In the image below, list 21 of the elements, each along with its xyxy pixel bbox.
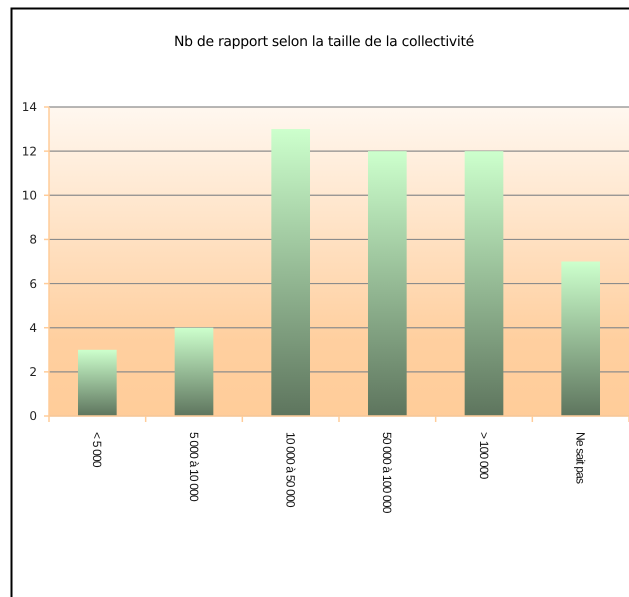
y-tick-label: 2 — [29, 365, 37, 380]
y-tick-label: 14 — [22, 100, 37, 114]
x-tick-label: 5 000 à 10 000 — [186, 432, 201, 502]
x-tick-label: > 100 000 — [476, 432, 491, 480]
chart-title: Nb de rapport selon la taille de la collectivité — [174, 34, 474, 50]
bar — [174, 328, 214, 416]
y-tick-label: 8 — [29, 232, 37, 247]
y-tick-label: 6 — [29, 276, 37, 291]
x-tick-label: Ne sait pas — [573, 432, 588, 484]
y-tick-label: 10 — [22, 188, 37, 202]
bar — [368, 151, 407, 416]
y-tick-label: 4 — [29, 320, 37, 335]
y-tick-label: 0 — [29, 409, 37, 424]
bar — [271, 129, 310, 416]
y-tick-label: 12 — [22, 144, 37, 158]
bar — [78, 350, 117, 416]
x-tick-label: 10 000 à 50 000 — [283, 432, 298, 508]
bar — [464, 151, 504, 416]
bar — [561, 262, 600, 416]
x-tick-label: 50 000 à 100 000 — [380, 432, 394, 514]
x-tick-label: < 5 000 — [90, 432, 104, 468]
